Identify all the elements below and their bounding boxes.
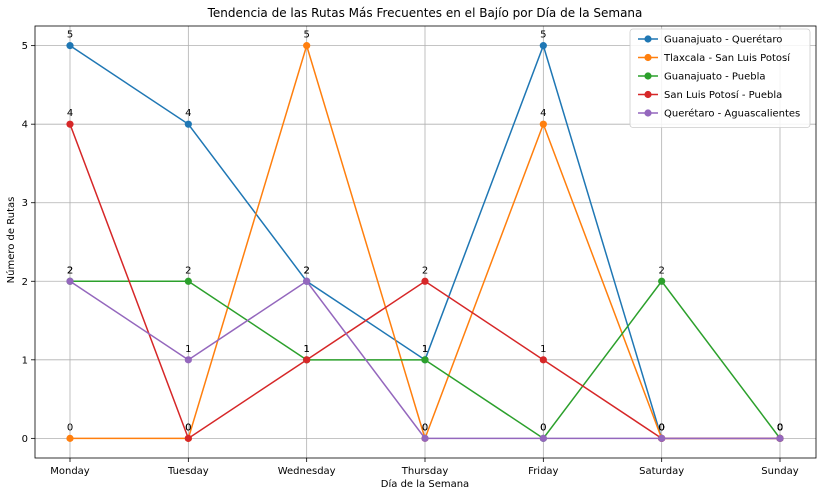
- data-label: 1: [303, 344, 309, 355]
- data-label: 0: [777, 422, 783, 433]
- data-point: [539, 120, 547, 128]
- data-label: 0: [777, 422, 783, 433]
- y-tick-label: 3: [22, 198, 28, 209]
- data-label: 1: [422, 344, 428, 355]
- data-label: 2: [303, 265, 309, 276]
- data-label: 2: [658, 265, 664, 276]
- data-label: 2: [185, 265, 191, 276]
- y-tick-label: 2: [22, 277, 28, 288]
- y-axis-label: Número de Rutas: [5, 197, 17, 284]
- legend-marker: [644, 35, 652, 43]
- data-point: [539, 42, 547, 50]
- y-tick-label: 0: [22, 434, 28, 445]
- data-label: 4: [67, 108, 73, 119]
- data-label: 5: [303, 30, 309, 41]
- data-point: [184, 434, 192, 442]
- legend-label: Querétaro - Aguascalientes: [664, 108, 800, 120]
- data-point: [421, 277, 429, 285]
- chart-title: Tendencia de las Rutas Más Frecuentes en…: [207, 6, 643, 20]
- x-tick-label: Saturday: [639, 466, 684, 477]
- legend-box: [629, 28, 811, 128]
- data-label: 1: [540, 344, 546, 355]
- data-label: 2: [422, 265, 428, 276]
- y-tick-label: 5: [22, 41, 28, 52]
- legend-marker: [644, 90, 652, 99]
- data-label: 1: [185, 344, 191, 355]
- data-point: [303, 277, 311, 285]
- data-label: 4: [185, 108, 191, 119]
- data-label: 1: [303, 344, 309, 355]
- x-tick-label: Wednesday: [278, 466, 336, 477]
- data-label: 5: [540, 30, 546, 41]
- axes: Monday Tuesday Wednesday Thursday Friday Satu…: [22, 25, 817, 477]
- data-point: [539, 434, 547, 442]
- data-point: [66, 42, 74, 50]
- data-point: [658, 277, 666, 285]
- data-label: 2: [67, 265, 73, 276]
- legend-label: Guanajuato - Querétaro: [664, 34, 782, 46]
- series-group: [66, 42, 784, 442]
- data-label: 5: [67, 30, 73, 41]
- legend-label: Tlaxcala - San Luis Potosí: [663, 52, 791, 64]
- x-tick-label: Friday: [528, 466, 558, 477]
- data-label: 0: [185, 422, 191, 433]
- data-point: [303, 42, 311, 50]
- legend-marker: [644, 72, 652, 80]
- data-point: [66, 120, 74, 128]
- legend-label: San Luis Potosí - Puebla: [664, 89, 782, 101]
- data-point: [184, 277, 192, 285]
- data-label: 0: [777, 422, 783, 433]
- data-point: [184, 356, 192, 364]
- x-axis-label: Día de la Semana: [381, 478, 469, 490]
- data-point: [776, 434, 784, 442]
- data-label: 0: [422, 422, 428, 433]
- y-tick-label: 4: [22, 120, 28, 131]
- data-label: 0: [67, 422, 73, 433]
- data-point: [421, 356, 429, 364]
- data-label: 2: [303, 265, 309, 276]
- legend-label: Guanajuato - Puebla: [664, 72, 766, 83]
- data-point: [66, 277, 74, 285]
- legend-marker: [644, 53, 652, 62]
- y-tick-label: 1: [22, 355, 28, 366]
- data-point: [303, 356, 311, 364]
- data-label: 0: [185, 422, 191, 433]
- data-label: 0: [658, 422, 664, 433]
- data-point: [658, 434, 666, 442]
- data-label: 0: [777, 422, 783, 433]
- data-label: 0: [658, 422, 664, 433]
- data-label: 0: [540, 422, 546, 433]
- x-tick-label: Sunday: [761, 466, 798, 477]
- x-tick-label: Tuesday: [167, 466, 209, 477]
- data-point: [184, 120, 192, 128]
- legend: Guanajuato - Querétaro Tlaxcala - San Lui…: [629, 28, 811, 128]
- data-label: 0: [540, 422, 546, 433]
- plot-frame: [34, 25, 817, 459]
- data-label: 1: [422, 344, 428, 355]
- data-label: 0: [777, 422, 783, 433]
- data-point: [539, 356, 547, 364]
- data-label: 0: [658, 422, 664, 433]
- data-point: [421, 434, 429, 442]
- data-label: 0: [422, 422, 428, 433]
- data-label: 2: [67, 265, 73, 276]
- x-tick-label: Thursday: [401, 466, 449, 477]
- data-label: 0: [658, 422, 664, 433]
- data-label: 4: [540, 108, 546, 119]
- legend-marker: [644, 109, 652, 117]
- data-point: [66, 434, 74, 442]
- x-tick-label: Monday: [50, 466, 90, 477]
